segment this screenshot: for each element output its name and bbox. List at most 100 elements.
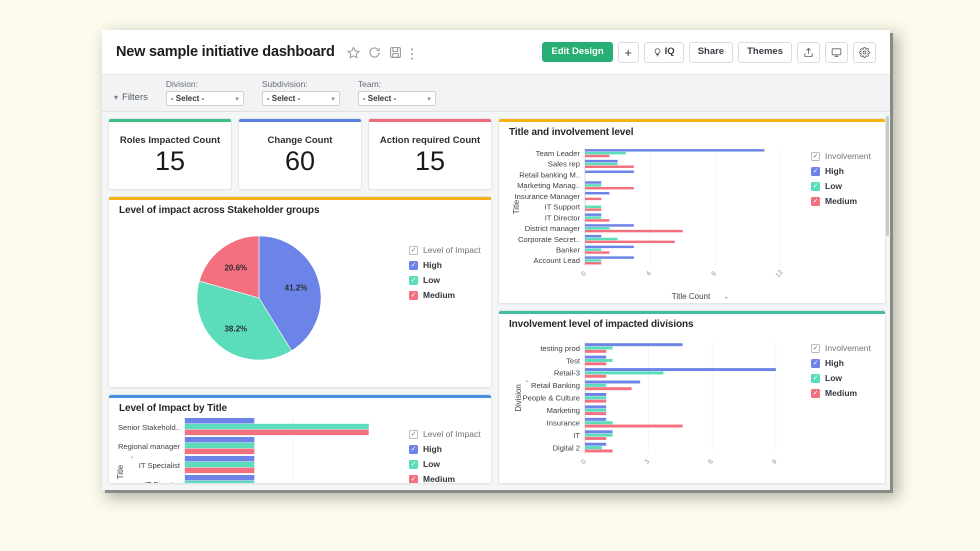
- legend-label-low: Low: [825, 181, 842, 191]
- refresh-icon[interactable]: [368, 46, 381, 59]
- kpi-card-roles-impacted[interactable]: Roles Impacted Count 15: [108, 118, 232, 190]
- filter-subdivision: Subdivision: - Select - ▾: [261, 79, 340, 106]
- svg-text:Retail Banking: Retail Banking: [531, 381, 580, 390]
- svg-text:Title: Title: [512, 200, 521, 214]
- legend-item-medium[interactable]: ✓ Medium: [811, 388, 871, 398]
- kpi-card-action-required[interactable]: Action required Count 15: [368, 118, 492, 190]
- svg-text:Digital 2: Digital 2: [553, 443, 580, 452]
- legend-swatch-low: ✓: [409, 275, 418, 285]
- chart-card-title-involvement[interactable]: Title and involvement level Team Leader S…: [498, 118, 886, 304]
- svg-text:District manager: District manager: [525, 224, 581, 233]
- iq-button[interactable]: IQ: [643, 41, 684, 63]
- pie-legend: ✓ Level of Impact ✓ High ✓ Low ✓: [409, 245, 481, 300]
- legend-header-row: ✓ Level of Impact: [409, 429, 481, 439]
- legend-item-low[interactable]: ✓ Low: [811, 181, 871, 191]
- legend-label-high: High: [423, 260, 442, 270]
- filter-division-select[interactable]: - Select - ▾: [165, 91, 244, 106]
- legend-checkbox-icon[interactable]: ✓: [811, 343, 820, 353]
- svg-text:Marketing Manag..: Marketing Manag..: [517, 181, 580, 190]
- kpi-label: Roles Impacted Count: [119, 134, 221, 146]
- legend-checkbox-icon[interactable]: ✓: [811, 151, 820, 161]
- share-button[interactable]: Share: [688, 41, 734, 63]
- legend-item-high[interactable]: ✓ High: [409, 260, 481, 270]
- chart-card-impact-by-title[interactable]: Level of Impact by Title Senior Stakehol…: [108, 394, 492, 484]
- filters-toggle[interactable]: ▾ Filters: [114, 92, 148, 106]
- svg-text:Insurance: Insurance: [547, 418, 580, 427]
- more-vertical-icon[interactable]: [410, 46, 414, 60]
- legend-item-low[interactable]: ✓ Low: [409, 459, 481, 469]
- division-involvement-svg[interactable]: testing prod Test Retail-3 Retail Banking Pe…: [499, 330, 885, 482]
- division-involvement-legend: ✓ Involvement ✓ High ✓ Low ✓: [811, 343, 871, 398]
- filters-label: Filters: [122, 92, 148, 103]
- svg-text:Regional manager: Regional manager: [118, 442, 181, 451]
- svg-text:Test: Test: [566, 356, 581, 365]
- svg-text:Marketing: Marketing: [547, 406, 580, 415]
- legend-checkbox-icon[interactable]: ✓: [409, 429, 418, 439]
- legend-swatch-high: ✓: [409, 444, 418, 454]
- legend-header-row: ✓ Involvement: [811, 151, 871, 161]
- star-icon[interactable]: [346, 45, 360, 59]
- svg-text:6: 6: [707, 458, 715, 466]
- toolbar-actions: Edit Design + IQ Share Themes: [542, 41, 876, 63]
- title-bar: New sample initiative dashboard Edit Des…: [102, 30, 890, 74]
- present-icon[interactable]: [825, 41, 848, 63]
- kpi-card-change-count[interactable]: Change Count 60: [238, 118, 362, 190]
- legend-label-low: Low: [423, 275, 440, 285]
- legend-item-medium[interactable]: ✓ Medium: [409, 474, 481, 484]
- legend-item-high[interactable]: ✓ High: [409, 444, 481, 454]
- legend-item-high[interactable]: ✓ High: [811, 358, 871, 368]
- svg-text:Retail banking M..: Retail banking M..: [519, 170, 580, 179]
- legend-swatch-low: ✓: [811, 181, 820, 191]
- title-involvement-chart-area: Team Leader Sales rep Retail banking M.. Ma…: [499, 138, 885, 303]
- right-column: Title and involvement level Team Leader S…: [498, 118, 886, 484]
- chevron-down-icon: ▾: [235, 95, 239, 103]
- legend-label-medium: Medium: [825, 388, 858, 398]
- filter-division-value: - Select -: [170, 94, 205, 103]
- legend-swatch-high: ✓: [811, 358, 820, 368]
- export-icon[interactable]: [797, 41, 820, 63]
- division-involvement-chart-area: testing prod Test Retail-3 Retail Banking Pe…: [499, 330, 885, 483]
- svg-text:People & Culture: People & Culture: [523, 394, 580, 403]
- pie-chart-svg[interactable]: 41.2% 38.2% 20.6%: [109, 216, 492, 384]
- svg-text:Banker: Banker: [556, 246, 581, 255]
- filter-subdivision-select[interactable]: - Select - ▾: [261, 91, 340, 106]
- svg-text:Team Leader: Team Leader: [536, 149, 581, 158]
- scrollbar-thumb[interactable]: [886, 116, 889, 236]
- svg-text:⌄: ⌄: [524, 377, 529, 384]
- kpi-label: Action required Count: [379, 134, 481, 146]
- themes-button[interactable]: Themes: [738, 41, 792, 63]
- svg-text:⌄: ⌄: [129, 453, 134, 460]
- filter-bar: ▾ Filters Division: - Select - ▾ Subdivi…: [102, 74, 890, 112]
- legend-item-medium[interactable]: ✓ Medium: [409, 290, 481, 300]
- filter-team-select[interactable]: - Select - ▾: [357, 91, 436, 106]
- legend-label-low: Low: [423, 459, 440, 469]
- chart-card-division-involvement[interactable]: Involvement level of impacted divisions …: [498, 310, 886, 484]
- save-icon[interactable]: [389, 46, 402, 59]
- svg-text:IT Specialist: IT Specialist: [139, 461, 181, 470]
- legend-swatch-medium: ✓: [409, 290, 418, 300]
- chart-card-pie-level-of-impact[interactable]: Level of impact across Stakeholder group…: [108, 196, 492, 388]
- svg-text:20.6%: 20.6%: [224, 263, 247, 272]
- legend-item-low[interactable]: ✓ Low: [811, 373, 871, 383]
- svg-text:38.2%: 38.2%: [224, 325, 247, 334]
- svg-text:⌄: ⌄: [723, 294, 729, 301]
- legend-item-medium[interactable]: ✓ Medium: [811, 196, 871, 206]
- legend-checkbox-icon[interactable]: ✓: [409, 245, 418, 255]
- impact-by-title-svg[interactable]: Senior Stakehold.. Regional manager IT Spe…: [109, 414, 492, 484]
- legend-item-high[interactable]: ✓ High: [811, 166, 871, 176]
- edit-design-button[interactable]: Edit Design: [542, 42, 613, 62]
- add-button[interactable]: +: [617, 41, 639, 63]
- gear-icon[interactable]: [853, 41, 876, 63]
- legend-label-medium: Medium: [825, 196, 858, 206]
- legend-label-medium: Medium: [423, 474, 456, 484]
- canvas-scrollbar[interactable]: [885, 112, 890, 490]
- legend-swatch-medium: ✓: [811, 388, 820, 398]
- lightbulb-icon: [653, 47, 662, 57]
- svg-text:8: 8: [710, 270, 718, 278]
- legend-label-low: Low: [825, 373, 842, 383]
- legend-item-low[interactable]: ✓ Low: [409, 275, 481, 285]
- chevron-down-icon: ▾: [114, 93, 119, 102]
- legend-header-row: ✓ Involvement: [811, 343, 871, 353]
- svg-text:0: 0: [580, 270, 588, 278]
